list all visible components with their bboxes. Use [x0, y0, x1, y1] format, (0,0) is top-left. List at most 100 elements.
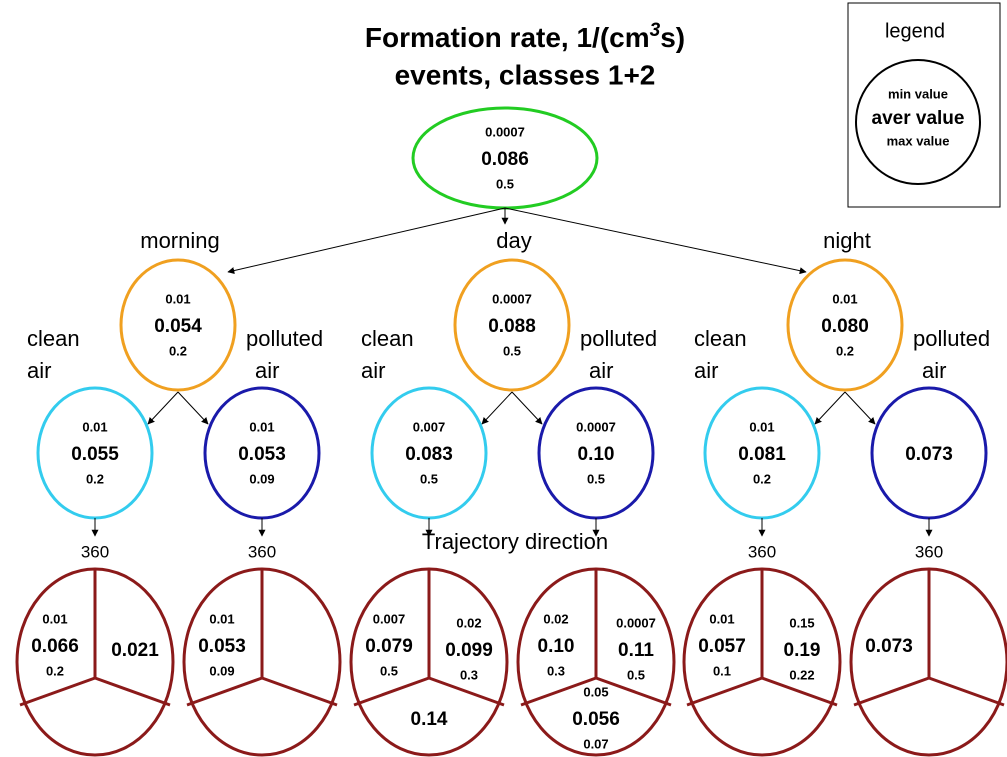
value-aver: 0.066 [31, 636, 79, 657]
value-max: 0.22 [789, 667, 814, 682]
direction-label: 360 [748, 542, 776, 561]
value-aver: 0.079 [365, 636, 413, 657]
arrow [227, 207, 506, 274]
value-max: 0.5 [496, 176, 514, 191]
arrow [844, 391, 876, 425]
value-min: 0.01 [832, 291, 857, 306]
period-label: morning [140, 228, 219, 253]
arrow [504, 207, 807, 275]
value-min: 0.02 [456, 615, 481, 630]
value-max: 0.3 [460, 667, 478, 682]
value-aver: 0.073 [905, 444, 953, 465]
period-node [119, 258, 237, 392]
direction-label: 360 [915, 542, 943, 561]
title-text: s) [660, 22, 685, 53]
value-max: 0.09 [209, 663, 234, 678]
period-node [453, 258, 571, 392]
value-max: 0.5 [587, 471, 605, 486]
arrow [814, 391, 846, 425]
branch-label: air [361, 358, 385, 383]
value-aver: 0.19 [784, 640, 821, 661]
value-aver: 0.056 [572, 709, 620, 730]
branch-label: air [922, 358, 946, 383]
title-text: Formation rate, 1/(cm [365, 22, 650, 53]
branch-label: air [589, 358, 613, 383]
value-max: 0.3 [547, 663, 565, 678]
legend-max: max value [887, 133, 950, 148]
sector-divider [353, 676, 430, 707]
sector-divider [520, 676, 597, 707]
arrow [511, 391, 543, 425]
value-aver: 0.053 [198, 636, 246, 657]
direction-label: 360 [81, 542, 109, 561]
sector-divider [94, 676, 171, 707]
value-min: 0.15 [789, 615, 814, 630]
sector-divider [19, 676, 96, 707]
value-max: 0.2 [169, 343, 187, 358]
legend-aver: aver value [872, 108, 965, 129]
value-aver: 0.099 [445, 640, 493, 661]
legend-title: legend [885, 20, 945, 42]
branch-label: polluted [913, 326, 990, 351]
legend-circle [855, 59, 981, 185]
value-aver: 0.057 [698, 636, 746, 657]
arrow [147, 391, 179, 425]
trajectory-label: Trajectory direction [422, 529, 608, 554]
value-aver: 0.054 [154, 316, 202, 337]
branch-label: air [27, 358, 51, 383]
value-aver: 0.055 [71, 444, 119, 465]
value-max: 0.5 [503, 343, 521, 358]
value-min: 0.007 [373, 611, 406, 626]
value-max: 0.5 [380, 663, 398, 678]
title-superscript: 3 [650, 20, 661, 41]
value-min: 0.02 [543, 611, 568, 626]
value-min: 0.01 [165, 291, 190, 306]
value-min: 0.01 [249, 419, 274, 434]
value-min: 0.01 [209, 611, 234, 626]
value-aver: 0.021 [111, 640, 159, 661]
arrow [177, 391, 209, 425]
value-aver: 0.073 [865, 636, 913, 657]
value-min: 0.0007 [485, 124, 525, 139]
sector-divider [928, 676, 1005, 707]
branch-label: polluted [580, 326, 657, 351]
value-min: 0.0007 [616, 615, 656, 630]
value-max: 0.07 [583, 736, 608, 751]
value-min: 0.0007 [492, 291, 532, 306]
arrow [481, 391, 513, 425]
value-aver: 0.14 [411, 709, 448, 730]
value-max: 0.2 [753, 471, 771, 486]
value-max: 0.2 [86, 471, 104, 486]
period-node [786, 258, 904, 392]
value-min: 0.007 [413, 419, 446, 434]
value-aver: 0.080 [821, 316, 869, 337]
value-min: 0.01 [42, 611, 67, 626]
direction-label: 360 [248, 542, 276, 561]
value-aver: 0.053 [238, 444, 286, 465]
value-max: 0.5 [627, 667, 645, 682]
branch-label: polluted [246, 326, 323, 351]
branch-label: clean [361, 326, 414, 351]
period-label: day [496, 228, 531, 253]
value-min: 0.05 [583, 684, 608, 699]
value-max: 0.09 [249, 471, 274, 486]
sector-divider [686, 676, 763, 707]
value-aver: 0.086 [481, 149, 529, 170]
value-min: 0.01 [749, 419, 774, 434]
value-min: 0.01 [82, 419, 107, 434]
sector-divider [261, 676, 338, 707]
sector-divider [853, 676, 930, 707]
value-aver: 0.10 [578, 444, 615, 465]
title-line1: Formation rate, 1/(cm3s) [365, 20, 685, 53]
value-max: 0.2 [46, 663, 64, 678]
sector-divider [595, 676, 672, 707]
sector-divider [428, 676, 505, 707]
value-min: 0.01 [709, 611, 734, 626]
sector-divider [186, 676, 263, 707]
value-max: 0.5 [420, 471, 438, 486]
value-aver: 0.088 [488, 316, 536, 337]
value-max: 0.2 [836, 343, 854, 358]
legend-box [847, 2, 1001, 208]
period-label: night [823, 228, 871, 253]
